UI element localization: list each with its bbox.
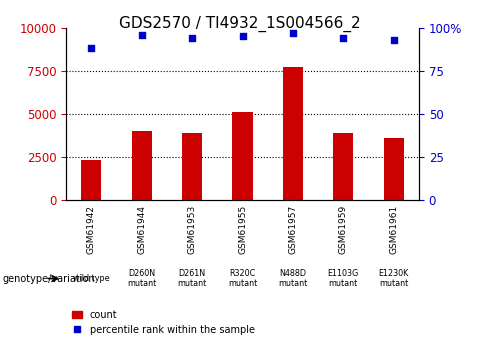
Bar [182,133,202,200]
Bar [333,133,353,200]
Text: GSM61942: GSM61942 [87,205,96,254]
Point [340,35,347,41]
Bar [132,131,152,200]
Text: GDS2570 / TI4932_1S004566_2: GDS2570 / TI4932_1S004566_2 [119,16,361,32]
Bar [232,112,253,200]
Point [138,32,146,37]
Text: GSM61953: GSM61953 [188,205,196,254]
Text: GSM61955: GSM61955 [238,205,247,254]
Point [239,33,246,39]
Text: E1230K
mutant: E1230K mutant [379,269,409,288]
Text: D260N
mutant: D260N mutant [127,269,156,288]
Bar [81,160,101,200]
Legend: count, percentile rank within the sample: count, percentile rank within the sample [69,306,259,338]
Bar [384,138,404,200]
Point [390,37,398,42]
Point [87,46,95,51]
Text: GSM61957: GSM61957 [289,205,297,254]
Text: N488D
mutant: N488D mutant [278,269,308,288]
Point [289,30,297,36]
Text: wild type: wild type [73,274,110,283]
Text: R320C
mutant: R320C mutant [228,269,257,288]
Text: genotype/variation: genotype/variation [2,274,95,284]
Text: D261N
mutant: D261N mutant [177,269,207,288]
Text: GSM61944: GSM61944 [137,205,146,254]
Text: E1103G
mutant: E1103G mutant [328,269,359,288]
Text: GSM61959: GSM61959 [339,205,348,254]
Text: GSM61961: GSM61961 [389,205,398,254]
Point [188,35,196,41]
Bar [283,67,303,200]
